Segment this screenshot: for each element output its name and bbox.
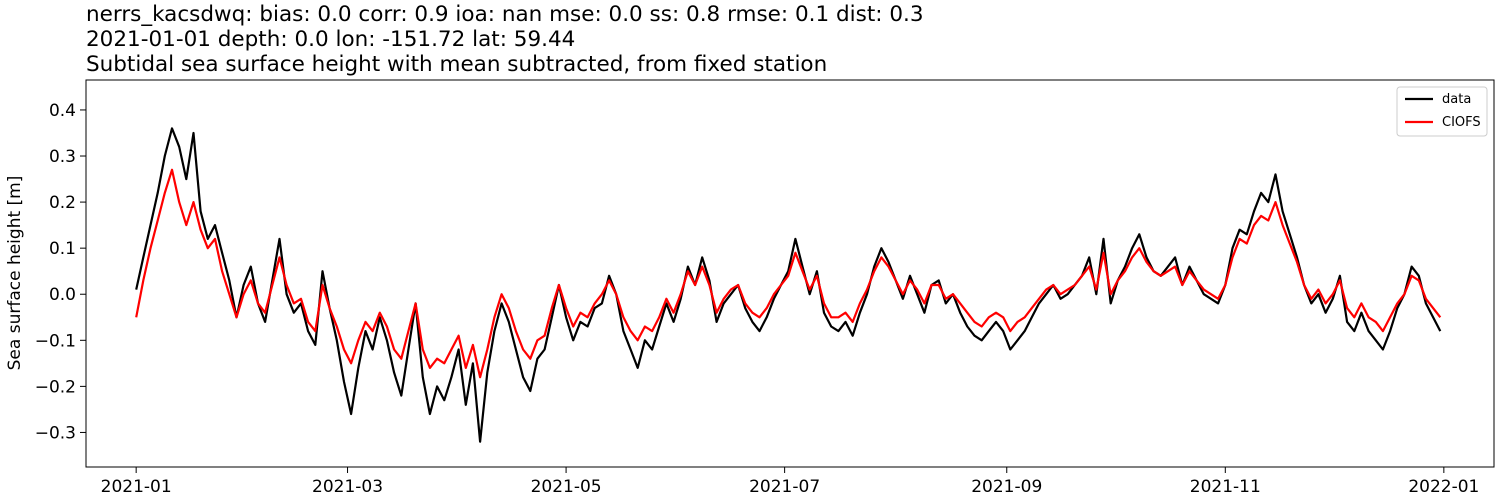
- legend-label-ciofs: CIOFS: [1442, 115, 1481, 130]
- x-axis: 2021-01 2021-03 2021-05 2021-07 2021-09 2021-…: [101, 467, 1479, 497]
- y-axis-label: Sea surface height [m]: [5, 176, 25, 371]
- plot-lines: [135, 127, 1442, 443]
- x-tick-label: 2021-01: [101, 477, 172, 497]
- x-tick-label: 2021-11: [1190, 477, 1261, 497]
- y-tick-label: −0.3: [35, 423, 76, 443]
- chart-title-line-3: Subtidal sea surface height with mean su…: [86, 52, 828, 77]
- chart-title-line-2: 2021-01-01 depth: 0.0 lon: -151.72 lat: …: [86, 27, 576, 52]
- x-tick-label: 2022-01: [1408, 477, 1479, 497]
- y-tick-label: 0.1: [49, 239, 76, 259]
- y-tick-label: −0.1: [35, 331, 76, 351]
- legend: data CIOFS: [1396, 86, 1488, 137]
- plot-frame: [85, 79, 1495, 468]
- y-tick-label: −0.2: [35, 377, 76, 397]
- y-tick-label: 0.2: [49, 193, 76, 213]
- y-axis: −0.3 −0.2 −0.1 0.0 0.1 0.2 0.3 0.4: [35, 101, 86, 443]
- x-tick-label: 2021-09: [971, 477, 1042, 497]
- x-tick-label: 2021-03: [312, 477, 383, 497]
- chart-title-line-1: nerrs_kacsdwq: bias: 0.0 corr: 0.9 ioa: …: [86, 2, 924, 27]
- series-line-ciofs: [135, 168, 1442, 379]
- series-line-data: [135, 127, 1442, 443]
- y-tick-label: 0.4: [49, 101, 76, 121]
- x-tick-label: 2021-05: [531, 477, 602, 497]
- chart-title: nerrs_kacsdwq: bias: 0.0 corr: 0.9 ioa: …: [86, 2, 924, 77]
- y-tick-label: 0.3: [49, 147, 76, 167]
- x-tick-label: 2021-07: [749, 477, 820, 497]
- y-tick-label: 0.0: [49, 285, 76, 305]
- legend-label-data: data: [1442, 92, 1471, 107]
